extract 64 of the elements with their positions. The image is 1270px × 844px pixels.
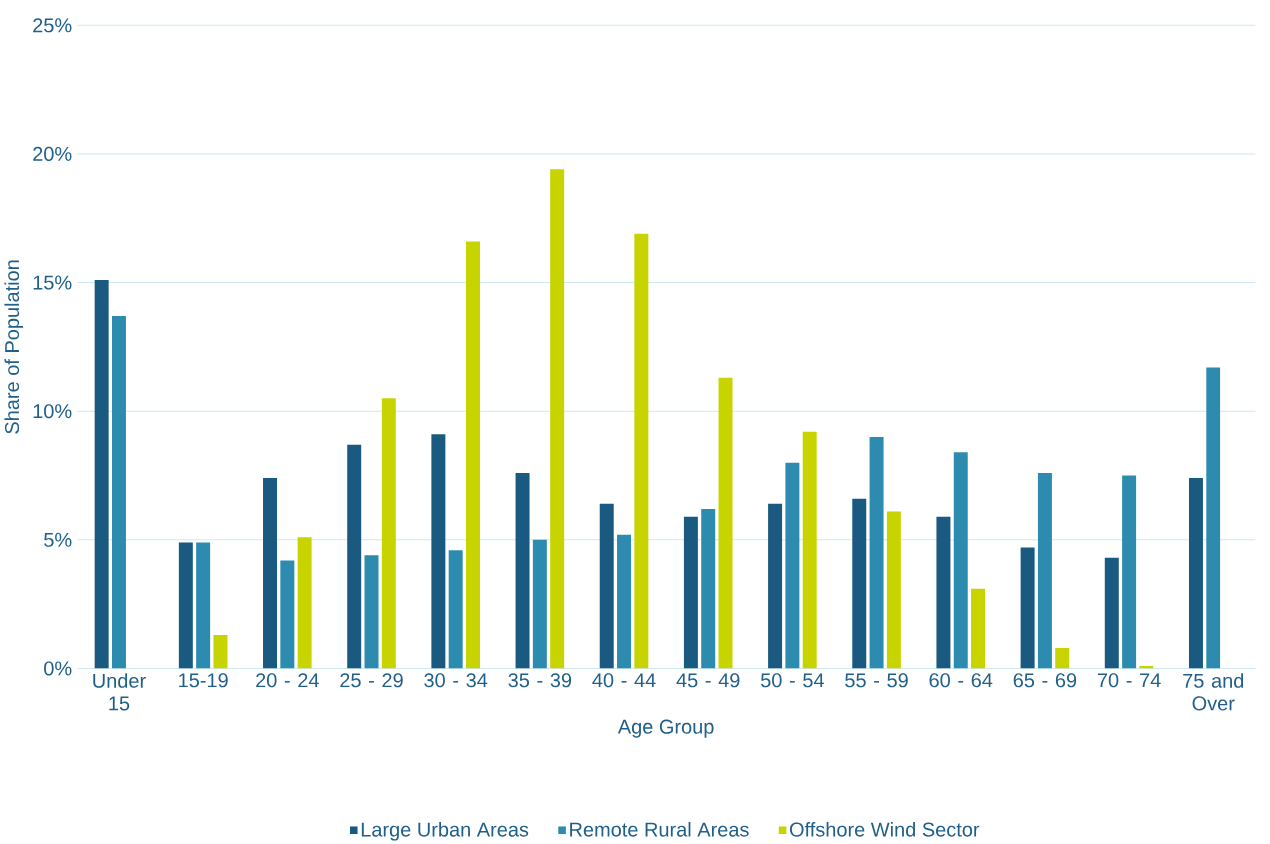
- y-tick-label: 0%: [44, 661, 72, 676]
- y-tick-label: 10%: [33, 404, 72, 419]
- x-tick-label: 20 - 24: [256, 673, 319, 688]
- x-tick-label: 40 - 44: [592, 673, 656, 688]
- legend-label: Remote Rural Areas: [570, 822, 749, 837]
- y-axis-title: Share of Population: [4, 260, 24, 434]
- bar: [532, 539, 547, 669]
- bar: [550, 169, 565, 669]
- bar: [617, 534, 632, 669]
- bar: [94, 280, 109, 669]
- bar: [1055, 647, 1070, 669]
- x-axis-title: Age Group: [617, 719, 714, 738]
- y-tick-label: 20%: [33, 146, 72, 162]
- bar: [263, 478, 278, 669]
- bar: [381, 398, 396, 669]
- bar: [111, 316, 126, 669]
- bar: [886, 511, 901, 669]
- x-tick-label: Under 15: [93, 673, 146, 711]
- bar: [178, 542, 193, 669]
- bar: [971, 588, 986, 669]
- bar: [936, 516, 951, 669]
- bar: [634, 233, 649, 669]
- bar: [448, 550, 463, 669]
- bar: [280, 560, 295, 669]
- bar: [683, 516, 698, 669]
- bar: [953, 452, 968, 669]
- x-tick-label: 70 - 74: [1097, 673, 1161, 688]
- bar: [852, 498, 867, 669]
- bar: [768, 503, 783, 669]
- bar: [431, 434, 446, 669]
- bar: [1020, 547, 1035, 669]
- x-tick-label: 50 - 54: [760, 673, 824, 688]
- bar: [297, 537, 312, 669]
- x-tick-label: 35 - 39: [508, 673, 572, 688]
- y-tick-label: 15%: [33, 275, 72, 290]
- bar: [1104, 557, 1119, 669]
- bar: [1122, 475, 1137, 669]
- bar: [1037, 473, 1052, 669]
- bar: [701, 509, 716, 669]
- x-tick-label: 75 and Over: [1183, 673, 1244, 711]
- bar: [869, 437, 884, 669]
- bar: [1206, 367, 1221, 669]
- bar: [1188, 478, 1203, 669]
- bar: [347, 444, 362, 669]
- legend-label: Large Urban Areas: [361, 822, 529, 841]
- bar: [364, 555, 379, 669]
- x-tick-label: 45 - 49: [676, 673, 740, 688]
- bar: [466, 241, 480, 669]
- bar: [599, 503, 614, 669]
- x-tick-label: 65 - 69: [1013, 673, 1077, 688]
- x-tick-label: 25 - 29: [340, 673, 403, 688]
- bar: [515, 473, 530, 669]
- bar: [213, 635, 228, 669]
- bar: [802, 431, 817, 669]
- x-tick-label: 55 - 59: [845, 673, 908, 688]
- x-tick-label: 30 - 34: [424, 673, 488, 688]
- y-tick-label: 5%: [44, 532, 72, 547]
- bar: [196, 542, 211, 669]
- x-tick-label: 15-19: [179, 673, 228, 688]
- bar: [718, 377, 733, 669]
- bar: [785, 462, 800, 669]
- y-tick-label: 25%: [33, 18, 72, 33]
- x-tick-label: 60 - 64: [929, 673, 993, 688]
- legend-label: Offshore Wind Sector: [789, 822, 980, 837]
